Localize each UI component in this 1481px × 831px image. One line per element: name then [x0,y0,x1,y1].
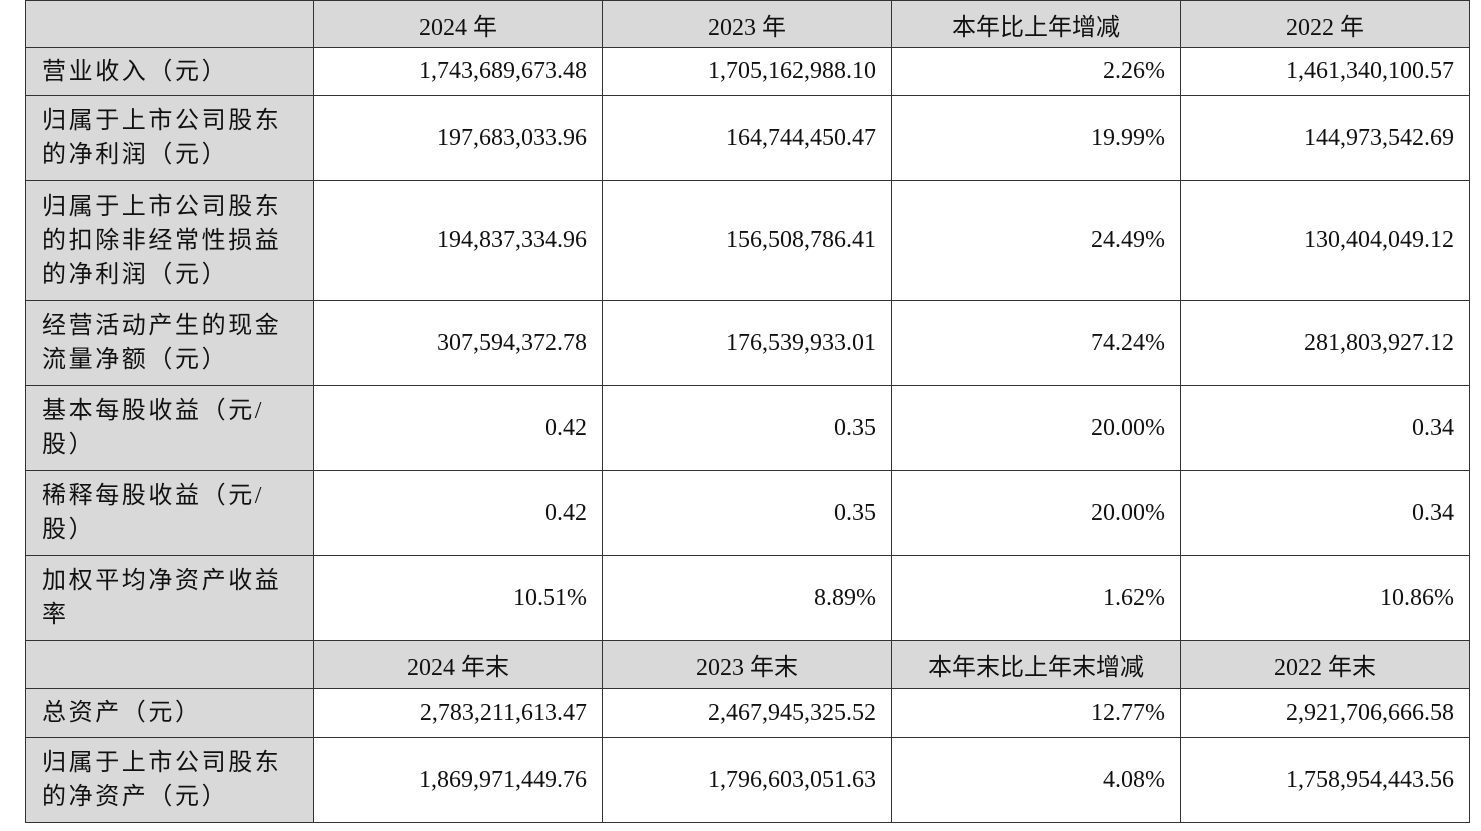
header-cell: 2022 年末 [1180,640,1470,689]
value-cell: 2,921,706,666.58 [1180,688,1470,738]
value-cell: 176,539,933.01 [602,300,892,386]
row-label-cell: 经营活动产生的现金流量净额（元） [25,300,314,386]
data-row: 加权平均净资产收益率 10.51% 8.89% 1.62% 10.86% [25,555,1470,641]
value-cell: 1,743,689,673.48 [313,47,603,96]
value-cell: 1,796,603,051.63 [602,737,892,823]
value-cell: 0.35 [602,385,892,471]
row-label-cell: 营业收入（元） [25,47,314,96]
row-label: 营业收入（元） [42,58,229,85]
data-row: 稀释每股收益（元/股） 0.42 0.35 20.00% 0.34 [25,470,1470,556]
row-label-cell: 基本每股收益（元/股） [25,385,314,471]
value-cell: 0.35 [602,470,892,556]
value-cell: 307,594,372.78 [313,300,603,386]
data-row: 归属于上市公司股东的净利润（元） 197,683,033.96 164,744,45… [25,95,1470,181]
header-cell: 2022 年 [1180,0,1470,48]
row-label-cell: 归属于上市公司股东的净资产（元） [25,737,314,823]
value-cell: 1,461,340,100.57 [1180,47,1470,96]
header-cell: 2023 年末 [602,640,892,689]
row-label-cell: 总资产（元） [25,688,314,738]
row-label-cell: 稀释每股收益（元/股） [25,470,314,556]
header-cell: 本年比上年增减 [891,0,1181,48]
value-cell: 0.34 [1180,470,1470,556]
value-cell: 1,869,971,449.76 [313,737,603,823]
value-cell: 2.26% [891,47,1181,96]
value-cell: 197,683,033.96 [313,95,603,181]
value-cell: 1,705,162,988.10 [602,47,892,96]
data-row: 归属于上市公司股东的扣除非经常性损益的净利润（元） 194,837,334.96 1… [25,180,1470,301]
header-cell: 2023 年 [602,0,892,48]
value-cell: 10.51% [313,555,603,641]
header-cell [25,640,314,689]
row-label: 归属于上市公司股东的扣除非经常性损益的净利润（元） [42,193,282,288]
header-row: 2024 年 2023 年本年比上年增减 2022 年 [25,0,1470,48]
data-row: 营业收入（元） 1,743,689,673.48 1,705,162,988.10 2… [25,47,1470,96]
data-row: 基本每股收益（元/股） 0.42 0.35 20.00% 0.34 [25,385,1470,471]
value-cell: 144,973,542.69 [1180,95,1470,181]
value-cell: 164,744,450.47 [602,95,892,181]
header-cell: 2024 年末 [313,640,603,689]
value-cell: 0.42 [313,385,603,471]
row-label: 加权平均净资产收益率 [42,568,282,628]
row-label: 归属于上市公司股东的净利润（元） [42,108,282,168]
value-cell: 156,508,786.41 [602,180,892,301]
row-label: 稀释每股收益（元/股） [42,483,265,543]
header-row: 2024 年末 2023 年末 本年末比上年末增减 2022 年末 [25,640,1470,689]
header-cell: 2024 年 [313,0,603,48]
financial-table: 2024 年 2023 年本年比上年增减 2022 年营业收入（元） 1,743,68… [25,0,1470,823]
row-label-cell: 加权平均净资产收益率 [25,555,314,641]
value-cell: 74.24% [891,300,1181,386]
value-cell: 0.42 [313,470,603,556]
header-cell [25,0,314,48]
row-label: 总资产（元） [42,700,202,726]
row-label: 基本每股收益（元/股） [42,398,265,458]
row-label-cell: 归属于上市公司股东的扣除非经常性损益的净利润（元） [25,180,314,301]
value-cell: 194,837,334.96 [313,180,603,301]
value-cell: 130,404,049.12 [1180,180,1470,301]
value-cell: 1,758,954,443.56 [1180,737,1470,823]
header-cell: 本年末比上年末增减 [891,640,1181,689]
value-cell: 8.89% [602,555,892,641]
row-label: 经营活动产生的现金流量净额（元） [42,313,282,373]
value-cell: 10.86% [1180,555,1470,641]
value-cell: 20.00% [891,385,1181,471]
value-cell: 281,803,927.12 [1180,300,1470,386]
value-cell: 0.34 [1180,385,1470,471]
data-row: 总资产（元） 2,783,211,613.47 2,467,945,325.52 12… [25,688,1470,738]
row-label: 归属于上市公司股东的净资产（元） [42,750,282,810]
row-label-cell: 归属于上市公司股东的净利润（元） [25,95,314,181]
data-row: 归属于上市公司股东的净资产（元） 1,869,971,449.76 1,796,60… [25,737,1470,823]
value-cell: 19.99% [891,95,1181,181]
value-cell: 12.77% [891,688,1181,738]
value-cell: 2,467,945,325.52 [602,688,892,738]
value-cell: 1.62% [891,555,1181,641]
value-cell: 4.08% [891,737,1181,823]
data-row: 经营活动产生的现金流量净额（元） 307,594,372.78 176,539,93… [25,300,1470,386]
value-cell: 20.00% [891,470,1181,556]
value-cell: 2,783,211,613.47 [313,688,603,738]
value-cell: 24.49% [891,180,1181,301]
